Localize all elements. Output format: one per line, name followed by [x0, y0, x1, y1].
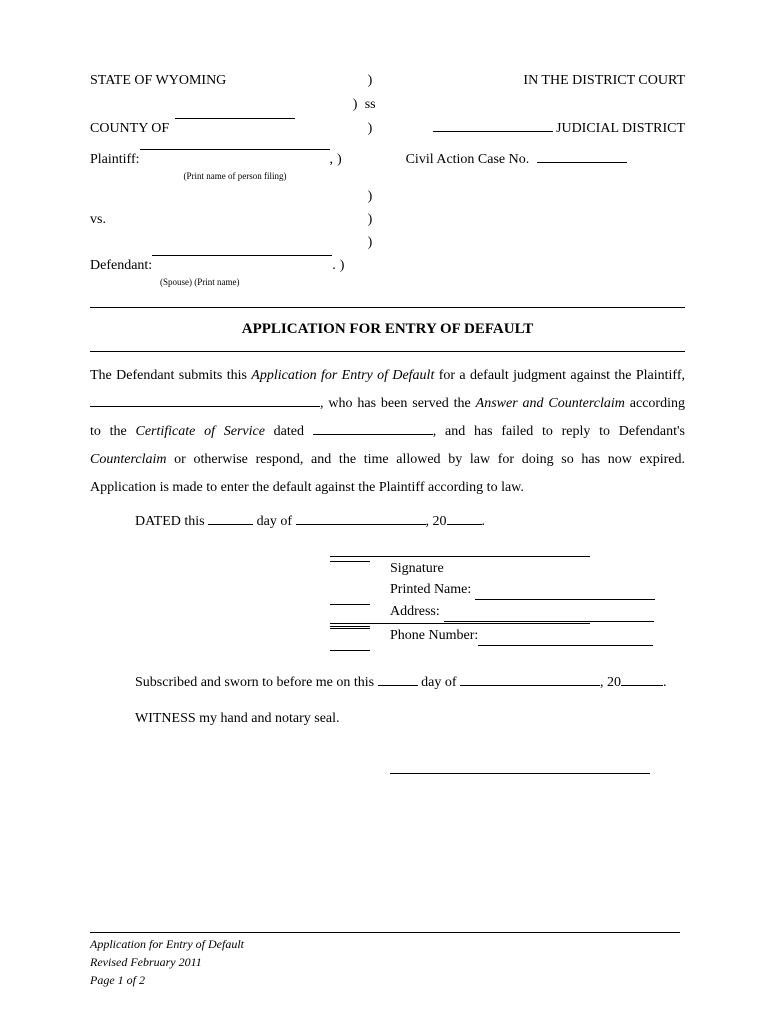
printed-name-label: Printed Name:	[390, 579, 471, 600]
defendant-label: Defendant:	[90, 255, 152, 276]
dated-day-blank[interactable]	[208, 524, 253, 525]
paren: )	[368, 70, 376, 91]
paren: )	[368, 118, 376, 139]
paren: )	[368, 209, 376, 230]
district-label: JUDICIAL DISTRICT	[556, 121, 685, 136]
plaintiff-hint: (Print name of person filing)	[150, 170, 320, 184]
plaintiff-blank[interactable]	[140, 149, 330, 150]
notary-signature-line[interactable]	[390, 773, 650, 774]
comma: ,	[330, 149, 334, 170]
address-blank[interactable]	[444, 621, 654, 622]
paren: )	[368, 232, 376, 253]
divider	[90, 351, 685, 352]
form-title: APPLICATION FOR ENTRY OF DEFAULT	[90, 318, 685, 341]
paren: )	[340, 255, 348, 276]
paren: )	[368, 186, 376, 207]
county-blank[interactable]	[175, 118, 295, 119]
footer: Application for Entry of Default Revised…	[90, 932, 680, 989]
signature-line[interactable]	[330, 556, 590, 557]
case-no-label: Civil Action Case No.	[406, 152, 530, 167]
dated-line: DATED this day of , 20.	[90, 508, 685, 536]
witness-label: WITNESS my hand and notary seal.	[135, 711, 340, 726]
divider	[90, 307, 685, 308]
phone-blank[interactable]	[478, 645, 653, 646]
short-blank[interactable]	[330, 561, 370, 562]
footer-line3: Page 1 of 2	[90, 971, 680, 989]
address-line2-blank[interactable]	[330, 623, 590, 624]
court-label: IN THE DISTRICT COURT	[523, 73, 685, 88]
ss-label: ss	[365, 94, 376, 115]
plaintiff-label: Plaintiff:	[90, 149, 140, 170]
paren: )	[353, 94, 361, 115]
footer-line2: Revised February 2011	[90, 953, 680, 971]
short-blank[interactable]	[330, 628, 370, 629]
notary-month-blank[interactable]	[460, 685, 600, 686]
defendant-blank[interactable]	[152, 255, 332, 256]
period: .	[332, 255, 336, 276]
dated-year-blank[interactable]	[447, 524, 482, 525]
vs-label: vs.	[90, 209, 106, 230]
short-blank[interactable]	[330, 626, 370, 627]
paren: )	[337, 149, 345, 170]
notary-year-blank[interactable]	[621, 685, 663, 686]
county-label: COUNTY OF	[90, 118, 169, 139]
state-label: STATE OF WYOMING	[90, 70, 226, 91]
signature-label: Signature	[390, 558, 444, 579]
defendant-hint: (Spouse) (Print name)	[160, 276, 310, 290]
case-no-blank[interactable]	[537, 162, 627, 163]
dated-month-blank[interactable]	[296, 524, 426, 525]
service-date-blank[interactable]	[313, 434, 433, 435]
plaintiff-name-blank[interactable]	[90, 406, 320, 407]
notary-block: Subscribed and sworn to before me on thi…	[90, 669, 685, 785]
notary-day-blank[interactable]	[378, 685, 418, 686]
phone-label: Phone Number:	[390, 625, 478, 646]
footer-line1: Application for Entry of Default	[90, 935, 680, 953]
short-blank[interactable]	[330, 604, 370, 605]
short-blank[interactable]	[330, 650, 370, 651]
body-paragraph: The Defendant submits this Application f…	[90, 362, 685, 502]
printed-name-blank[interactable]	[475, 599, 655, 600]
address-label: Address:	[390, 601, 440, 622]
district-blank[interactable]	[433, 131, 553, 132]
